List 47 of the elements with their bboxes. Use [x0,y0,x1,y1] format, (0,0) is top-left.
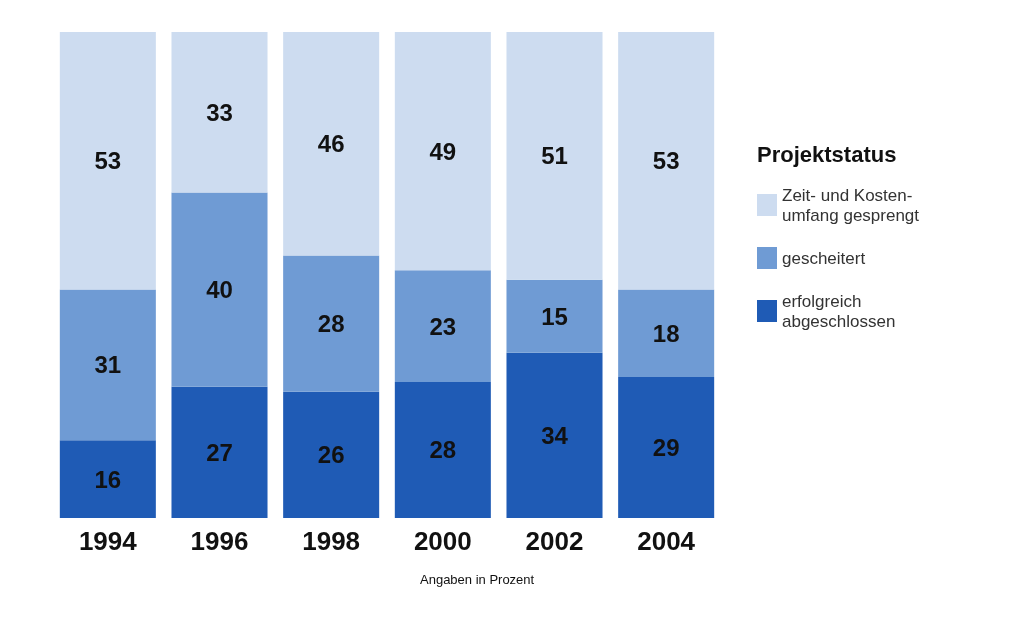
bar [171,32,268,193]
data-label: 34 [541,421,569,449]
x-tick-label: 1996 [190,526,249,556]
data-label: 46 [317,130,345,158]
data-label: 18 [652,319,680,347]
data-label: 53 [652,147,680,175]
bar [618,289,715,378]
x-tick-label: 2002 [525,526,584,556]
data-label: 16 [94,465,122,493]
bar [59,32,156,290]
data-label: 27 [206,438,233,466]
bar [394,32,491,271]
data-label: 33 [206,98,233,126]
bar [394,381,491,518]
bar [506,352,603,518]
legend-label: erfolgreich abgeschlossen [782,291,896,331]
x-tick-label: 1994 [78,526,138,556]
legend-title: Projektstatus [757,141,897,167]
text: Angaben in Prozent [420,572,535,587]
data-label: 23 [429,312,457,340]
x-tick-label: 2004 [637,526,696,556]
data-label: 40 [206,276,233,304]
bar [59,440,156,518]
bar [394,270,491,382]
bar [283,255,380,392]
bar [506,32,603,280]
data-label: 29 [652,434,680,462]
data-label: 51 [541,142,568,170]
data-label: 28 [317,310,345,338]
bar [171,192,268,387]
bar [171,386,268,518]
data-label: 49 [429,137,457,165]
legend-label: gescheitert [782,248,866,268]
x-tick-label: 1998 [302,526,361,556]
bar [506,279,603,353]
data-label: 31 [94,351,122,379]
x-tick-label: 2000 [413,526,472,556]
data-label: 53 [94,147,122,175]
bar [618,32,715,290]
bar [618,377,715,518]
data-label: 15 [541,302,568,330]
legend-label: Zeit- und Kosten- umfang gesprengt [782,185,920,225]
bar [59,289,156,441]
bar [283,391,380,518]
bar [283,32,380,256]
data-label: 28 [429,436,457,464]
data-label: 26 [317,441,345,469]
